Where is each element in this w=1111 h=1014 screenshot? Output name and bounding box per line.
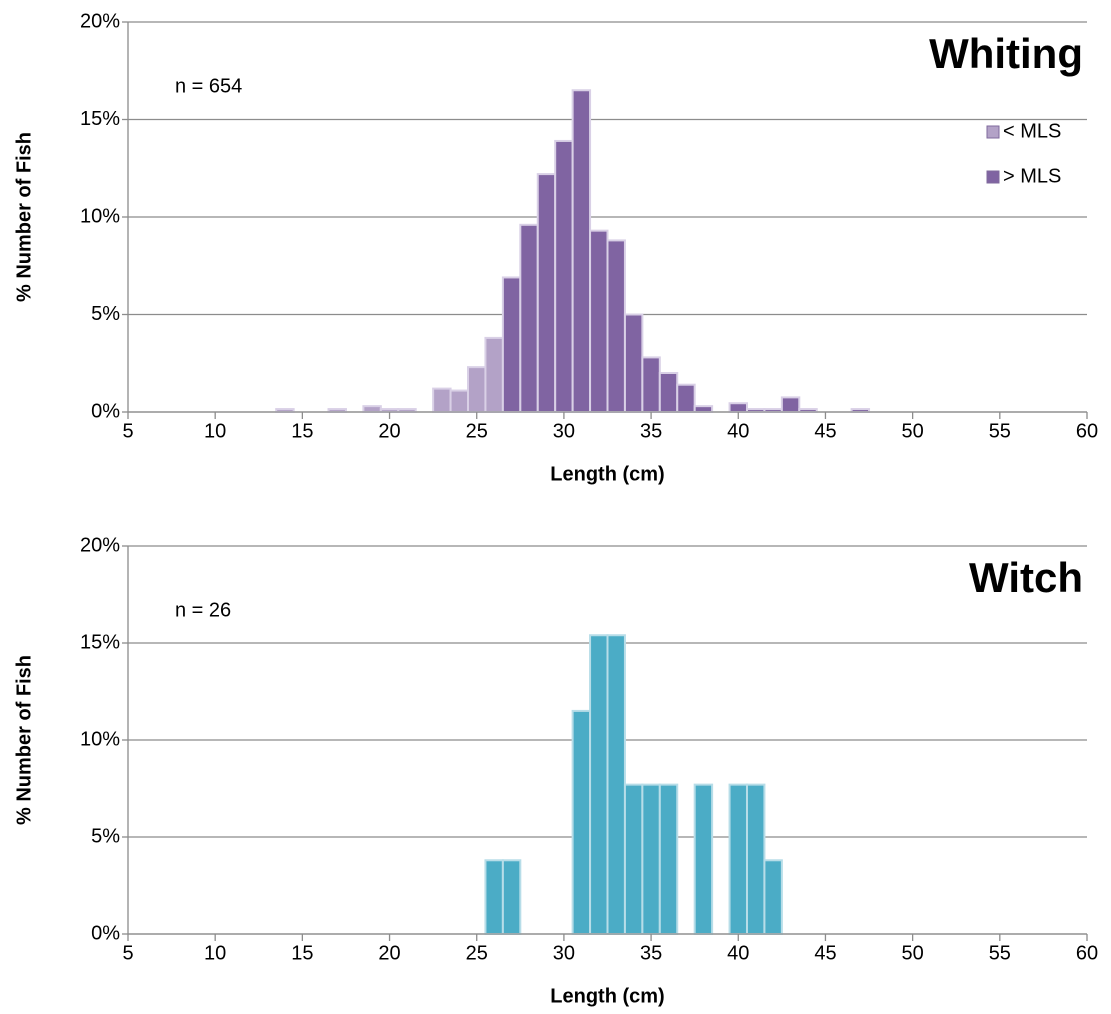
x-tick-label: 55 [989, 942, 1011, 964]
x-tick-label: 20 [378, 420, 400, 442]
bar [658, 783, 679, 935]
x-tick-label: 15 [291, 420, 313, 442]
y-tick-label: 5% [91, 303, 120, 325]
bar [484, 336, 504, 413]
x-axis-title: Length (cm) [550, 985, 664, 1007]
y-tick-label: 0% [91, 400, 120, 422]
x-tick-label: 5 [122, 942, 133, 964]
bar [536, 173, 557, 413]
bar [554, 139, 574, 413]
x-tick-label: 45 [814, 420, 836, 442]
legend-label: < MLS [1003, 120, 1061, 142]
y-tick-label: 20% [80, 10, 120, 32]
annotation: n = 26 [175, 599, 231, 621]
annotation: n = 654 [175, 75, 242, 97]
bar [432, 387, 452, 414]
x-tick-label: 20 [378, 942, 400, 964]
bar [641, 783, 661, 935]
x-tick-label: 5 [122, 420, 133, 442]
y-tick-label: 10% [80, 205, 120, 227]
bar [623, 783, 644, 935]
bar [589, 229, 609, 413]
bar [728, 783, 748, 935]
x-tick-label: 30 [553, 420, 575, 442]
y-tick-label: 15% [80, 108, 120, 130]
bar [501, 276, 522, 414]
x-axis-title: Length (cm) [550, 463, 664, 485]
bar [693, 783, 714, 935]
bar [571, 709, 592, 936]
x-tick-label: 15 [291, 942, 313, 964]
x-tick-label: 35 [640, 420, 662, 442]
bar [484, 859, 504, 936]
bar [606, 239, 626, 413]
bar [362, 405, 382, 413]
y-tick-label: 20% [80, 534, 120, 556]
chart-title: Witch [969, 554, 1083, 601]
x-tick-label: 30 [553, 942, 575, 964]
bar [641, 356, 661, 413]
x-tick-label: 60 [1076, 420, 1098, 442]
bar [519, 223, 539, 413]
x-tick-label: 40 [727, 942, 749, 964]
x-tick-label: 60 [1076, 942, 1098, 964]
y-tick-label: 15% [80, 631, 120, 653]
bar [606, 634, 626, 935]
bar [728, 402, 748, 414]
bar [745, 783, 766, 935]
bar [623, 313, 644, 413]
bar [467, 366, 487, 413]
bar [693, 405, 714, 413]
x-tick-label: 25 [466, 420, 488, 442]
bar [589, 634, 609, 935]
legend-swatch [986, 125, 1000, 139]
x-tick-label: 45 [814, 942, 836, 964]
y-axis-title: % Number of Fish [13, 132, 35, 302]
y-tick-label: 0% [91, 922, 120, 944]
bar [501, 859, 522, 936]
bar [658, 372, 679, 413]
legend-swatch [986, 170, 1000, 184]
y-axis-title: % Number of Fish [13, 655, 35, 825]
bar [763, 859, 783, 936]
y-tick-label: 10% [80, 728, 120, 750]
bar [571, 89, 592, 413]
bar [780, 396, 801, 413]
x-tick-label: 40 [727, 420, 749, 442]
bar [676, 383, 696, 414]
x-tick-label: 25 [466, 942, 488, 964]
x-tick-label: 10 [204, 420, 226, 442]
x-tick-label: 50 [902, 942, 924, 964]
legend-label: > MLS [1003, 165, 1061, 187]
x-tick-label: 50 [902, 420, 924, 442]
x-tick-label: 35 [640, 942, 662, 964]
x-tick-label: 55 [989, 420, 1011, 442]
chart-title: Whiting [929, 30, 1083, 77]
bar [449, 389, 470, 413]
x-tick-label: 10 [204, 942, 226, 964]
y-tick-label: 5% [91, 825, 120, 847]
